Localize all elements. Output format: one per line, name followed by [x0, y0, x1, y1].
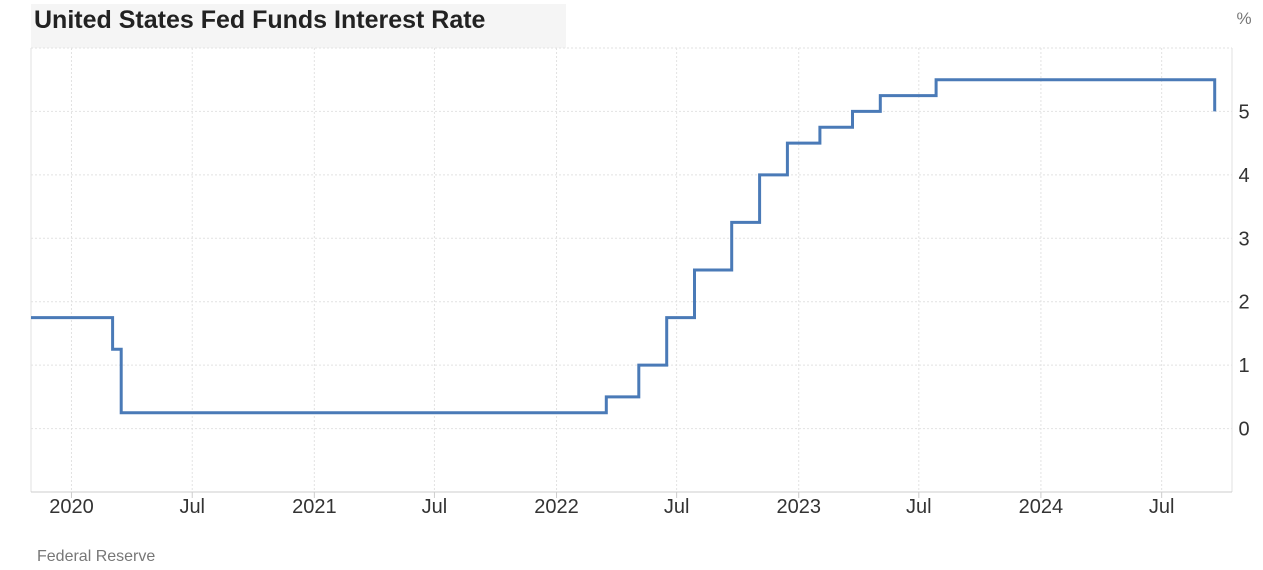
- chart-title: United States Fed Funds Interest Rate: [34, 6, 486, 34]
- x-tick-label: 2022: [534, 496, 579, 518]
- x-tick-label: 2023: [776, 496, 821, 518]
- y-tick-label: 4: [1238, 165, 1249, 187]
- x-tick-label: 2021: [292, 496, 337, 518]
- x-tick-label: 2024: [1019, 496, 1064, 518]
- y-tick-label: 3: [1238, 228, 1249, 250]
- y-tick-label: 2: [1238, 292, 1249, 314]
- title-background: [31, 4, 566, 48]
- x-tick-label: 2020: [49, 496, 94, 518]
- x-tick-label: Jul: [1149, 496, 1175, 518]
- y-tick-label: 1: [1238, 355, 1249, 377]
- y-tick-label: 5: [1238, 101, 1249, 123]
- y-axis-unit-label: %: [1236, 9, 1251, 28]
- x-tick-label: Jul: [422, 496, 448, 518]
- x-tick-label: Jul: [664, 496, 690, 518]
- y-tick-label: 0: [1238, 419, 1249, 441]
- series-line: [31, 78, 1217, 415]
- source-label: Federal Reserve: [37, 548, 156, 565]
- x-tick-label: Jul: [906, 496, 932, 518]
- x-tick-label: Jul: [179, 496, 205, 518]
